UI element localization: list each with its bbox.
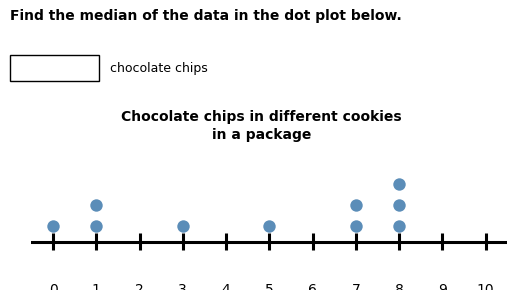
Point [265, 224, 274, 229]
Point [395, 203, 403, 207]
Text: Find the median of the data in the dot plot below.: Find the median of the data in the dot p… [10, 9, 402, 23]
Point [92, 224, 100, 229]
Point [395, 181, 403, 186]
Point [92, 203, 100, 207]
Text: Chocolate chips in different cookies
in a package: Chocolate chips in different cookies in … [121, 110, 402, 142]
Point [179, 224, 187, 229]
Point [351, 224, 360, 229]
Point [395, 224, 403, 229]
Point [49, 224, 57, 229]
Point [351, 203, 360, 207]
Text: chocolate chips: chocolate chips [110, 62, 208, 75]
